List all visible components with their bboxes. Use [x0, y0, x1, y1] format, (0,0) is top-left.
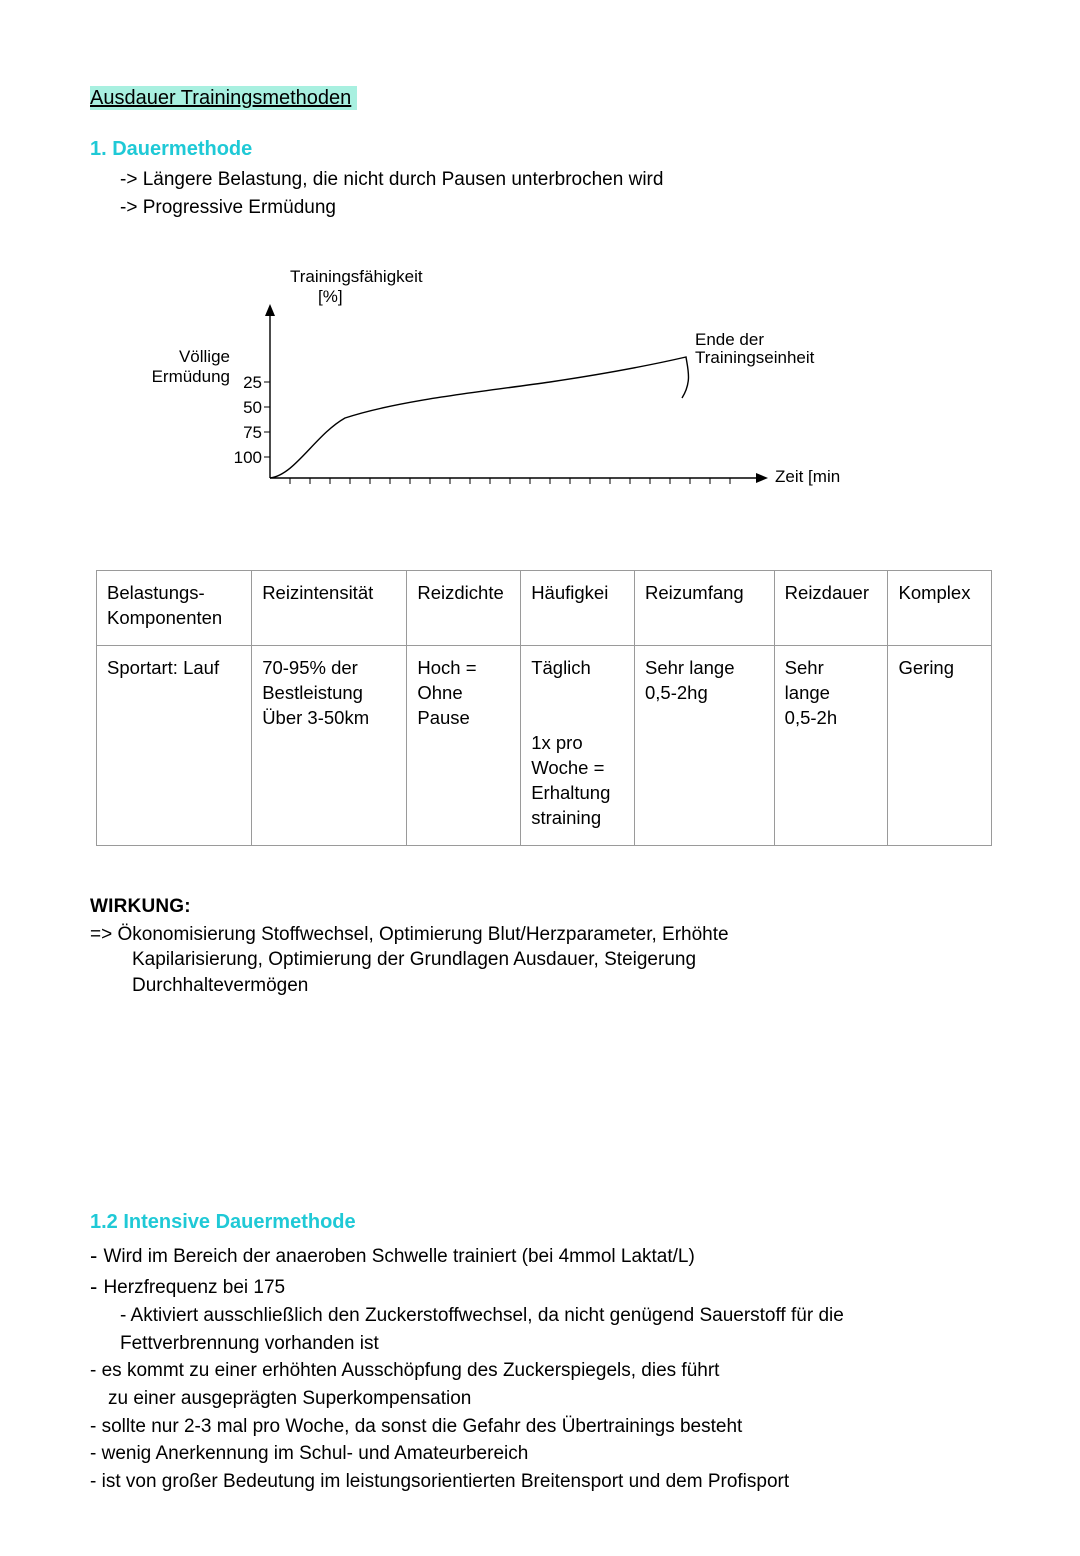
- wirkung-line2: Kapilarisierung, Optimierung der Grundla…: [90, 947, 990, 973]
- section-1-heading: 1. Dauermethode: [90, 136, 990, 163]
- annotation-line1: Ende der: [695, 330, 764, 349]
- list-item: - sollte nur 2-3 mal pro Woche, da sonst…: [90, 1414, 990, 1440]
- li-text: Herzfrequenz bei 175: [103, 1277, 285, 1298]
- table-row: Sportart: Lauf 70-95% derBestleistungÜbe…: [97, 646, 992, 846]
- fatigue-chart: Trainingsfähigkeit [%] Völlige Ermüdung …: [120, 260, 990, 520]
- y-axis-label: Trainingsfähigkeit: [290, 267, 423, 286]
- x-axis-label: Zeit [min]: [775, 467, 840, 486]
- section-1-2-heading: 1.2 Intensive Dauermethode: [90, 1209, 990, 1236]
- td-5: Sehrlange0,5-2h: [774, 646, 888, 846]
- table-header-row: Belastungs-Komponenten Reizintensität Re…: [97, 571, 992, 646]
- y-axis-unit: [%]: [318, 287, 343, 306]
- section-1-2-list: - Wird im Bereich der anaeroben Schwelle…: [90, 1240, 990, 1495]
- ytick-75: 75: [243, 423, 262, 442]
- td-2: Hoch =OhnePause: [407, 646, 521, 846]
- td-0: Sportart: Lauf: [97, 646, 252, 846]
- list-item: - ist von großer Bedeutung im leistungso…: [90, 1469, 990, 1495]
- x-ticks: [290, 478, 730, 484]
- fatigue-curve: [270, 357, 689, 478]
- bullet-line: -> Progressive Ermüdung: [120, 195, 990, 221]
- list-item: - Wird im Bereich der anaeroben Schwelle…: [90, 1240, 990, 1270]
- list-item-cont: zu einer ausgeprägten Superkompensation: [90, 1386, 990, 1412]
- list-item-sub: Fettverbrennung vorhanden ist: [90, 1331, 990, 1357]
- list-item: - wenig Anerkennung im Schul- und Amateu…: [90, 1441, 990, 1467]
- th-col2: Reizdichte: [407, 571, 521, 646]
- th-col0: Belastungs-Komponenten: [97, 571, 252, 646]
- y-ticks: [264, 382, 270, 457]
- wirkung-line3: Durchhaltevermögen: [90, 973, 990, 999]
- list-item: - es kommt zu einer erhöhten Ausschöpfun…: [90, 1358, 990, 1384]
- chart-svg: Trainingsfähigkeit [%] Völlige Ermüdung …: [120, 260, 840, 520]
- y-axis-arrow: [265, 304, 275, 316]
- list-item-sub: - Aktiviert ausschließlich den Zuckersto…: [90, 1303, 990, 1329]
- th-col4: Reizumfang: [635, 571, 775, 646]
- td-1: 70-95% derBestleistungÜber 3-50km: [252, 646, 407, 846]
- th-col1: Reizintensität: [252, 571, 407, 646]
- ytick-50: 50: [243, 398, 262, 417]
- td-3: Täglich1x proWoche =Erhaltungstraining: [521, 646, 635, 846]
- left-label-2: Ermüdung: [152, 367, 230, 386]
- td-4: Sehr lange0,5-2hg: [635, 646, 775, 846]
- x-axis-arrow: [756, 473, 768, 483]
- list-item: - Herzfrequenz bei 175: [90, 1271, 990, 1301]
- wirkung-body: => Ökonomisierung Stoffwechsel, Optimier…: [90, 922, 990, 999]
- th-col6: Komplex: [888, 571, 992, 646]
- ytick-25: 25: [243, 373, 262, 392]
- wirkung-heading: WIRKUNG:: [90, 894, 990, 920]
- td-6: Gering: [888, 646, 992, 846]
- left-label-1: Völlige: [179, 347, 230, 366]
- page-title: Ausdauer Trainingsmethoden: [90, 85, 990, 112]
- th-col5: Reizdauer: [774, 571, 888, 646]
- bullet-line: -> Längere Belastung, die nicht durch Pa…: [120, 167, 990, 193]
- wirkung-line1: => Ökonomisierung Stoffwechsel, Optimier…: [90, 922, 990, 948]
- ytick-100: 100: [234, 448, 262, 467]
- annotation-line2: Trainingseinheit: [695, 348, 815, 367]
- title-highlighted: Ausdauer Trainingsmethoden: [90, 86, 357, 110]
- li-text: Wird im Bereich der anaeroben Schwelle t…: [103, 1246, 694, 1267]
- belastung-table: Belastungs-Komponenten Reizintensität Re…: [96, 570, 992, 846]
- section-1-bullets: -> Längere Belastung, die nicht durch Pa…: [120, 167, 990, 220]
- th-col3: Häufigkei: [521, 571, 635, 646]
